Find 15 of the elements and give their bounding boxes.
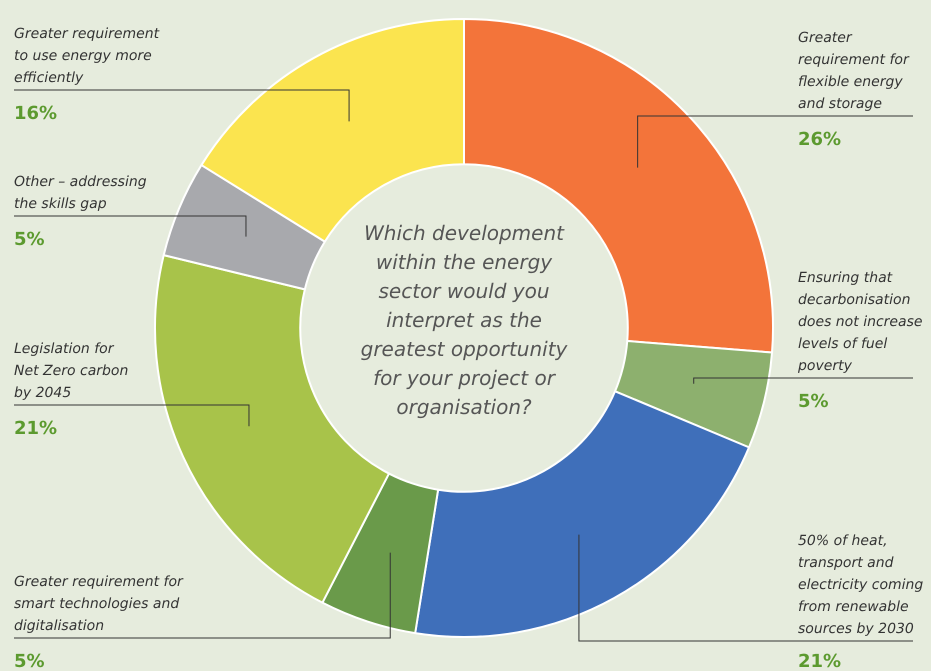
slice-label: Greater requirement to use energy more efficiently [14,26,160,86]
data-label: 16% [14,103,58,124]
slice-label: Greater requirement for smart technologies and digitalisation [14,574,184,634]
data-label: 5% [14,651,45,671]
slice-label: Legislation for Net Zero carbon by 2045 [14,341,128,401]
data-label: 21% [14,418,58,439]
slice-label: Ensuring that decarbonisation does not increase levels of fuel poverty [797,270,923,374]
text: Which development within the energy sector would you interpret as the greatest opportunity for your project or organisation? [360,221,569,419]
slice-label: 50% of heat, transport and electricity coming from renewable sources by 2030 [798,533,924,637]
data-label: 21% [798,651,842,671]
slice-label: Greater requirement for flexible energy and storage [798,30,910,112]
data-label: 5% [798,391,829,412]
data-label: 26% [798,129,842,150]
data-label: 5% [14,229,45,250]
slice-label: Other – addressing the skills gap [14,174,147,212]
